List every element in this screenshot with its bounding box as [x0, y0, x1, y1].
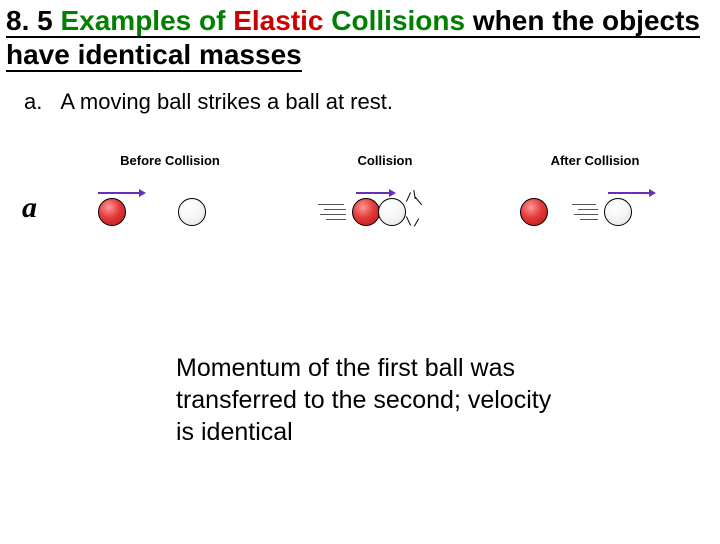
example-a-text: A moving ball strikes a ball at rest. — [60, 89, 393, 114]
impact-spark-icon — [404, 190, 428, 230]
velocity-arrow-icon — [608, 192, 650, 194]
example-a-line: a. A moving ball strikes a ball at rest. — [24, 89, 720, 115]
stage-before-balls — [80, 182, 260, 232]
section-number: 8. 5 — [6, 5, 60, 36]
motion-lines-icon — [318, 204, 348, 220]
red-ball-icon — [520, 198, 548, 226]
white-ball-icon — [178, 198, 206, 226]
title-green-1: Examples of — [60, 5, 233, 36]
motion-lines-icon — [572, 204, 602, 220]
stage-after-title: After Collision — [500, 153, 690, 168]
title-green-2: Collisions — [324, 5, 466, 36]
section-title: 8. 5 Examples of Elastic Collisions when… — [6, 4, 720, 71]
stage-collision-balls — [300, 182, 470, 232]
velocity-arrow-icon — [98, 192, 140, 194]
stage-collision: Collision — [300, 153, 470, 232]
red-ball-icon — [98, 198, 126, 226]
stage-after: After Collision — [500, 153, 690, 232]
stage-after-balls — [500, 182, 690, 232]
velocity-arrow-icon — [356, 192, 390, 194]
stage-before-title: Before Collision — [80, 153, 260, 168]
white-ball-icon — [604, 198, 632, 226]
title-red: Elastic — [233, 5, 323, 36]
stage-collision-title: Collision — [300, 153, 470, 168]
panel-label-a: a — [22, 191, 37, 225]
conclusion-text: Momentum of the first ball was transferr… — [176, 352, 556, 448]
collision-diagram: a Before Collision Collision — [0, 153, 720, 273]
stage-before: Before Collision — [80, 153, 260, 232]
red-ball-icon — [352, 198, 380, 226]
example-a-label: a. — [24, 89, 42, 114]
white-ball-icon — [378, 198, 406, 226]
